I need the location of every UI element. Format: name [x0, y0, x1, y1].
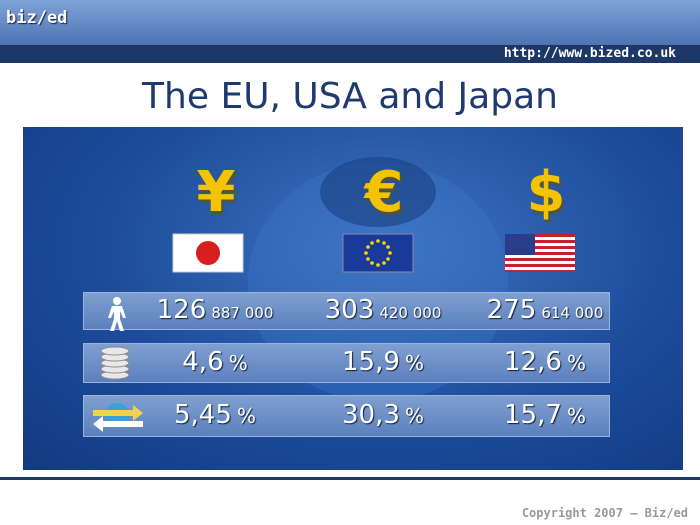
currency-symbol: ¥	[196, 160, 236, 225]
cell-small: %	[228, 351, 248, 375]
coins-icon	[100, 346, 130, 380]
cell: 15,9 %	[303, 346, 463, 381]
cell-small: %	[404, 351, 424, 375]
flag-japan	[172, 233, 244, 273]
cell-main: 126	[156, 295, 207, 325]
panel-graphics	[172, 157, 575, 402]
currency-symbol: $	[526, 160, 566, 225]
cell-small: %	[404, 404, 424, 428]
cell-main: 30,3	[342, 400, 400, 430]
top-bar	[0, 0, 700, 45]
glow	[320, 157, 436, 227]
cell: 126 887 000	[135, 294, 295, 329]
cell-main: 15,9	[342, 347, 400, 377]
cell: 12,6 %	[465, 346, 625, 381]
url: http://www.bized.co.uk	[503, 46, 676, 61]
row-icons	[93, 297, 143, 432]
cell-small: 614 000	[541, 304, 604, 322]
flag-eu	[342, 233, 414, 273]
cell: 15,7 %	[465, 399, 625, 434]
person-icon	[108, 297, 126, 331]
row-band	[83, 395, 610, 437]
cell: 5,45 %	[135, 399, 295, 434]
cell-small: %	[566, 351, 586, 375]
cell-main: 15,7	[504, 400, 562, 430]
copyright: Copyright 2007 – Biz/ed	[521, 506, 688, 520]
cell: 4,6 %	[135, 346, 295, 381]
cell-small: 420 000	[379, 304, 442, 322]
cell: 303 420 000	[303, 294, 463, 329]
cell-main: 4,6	[182, 347, 224, 377]
slide-title: The EU, USA and Japan	[142, 76, 558, 117]
cell-main: 12,6	[504, 347, 562, 377]
row-band	[83, 343, 610, 383]
cell-main: 5,45	[174, 400, 232, 430]
cell-small: %	[566, 404, 586, 428]
bottom-line	[0, 477, 700, 480]
row-band	[83, 292, 610, 330]
cell: 30,3 %	[303, 399, 463, 434]
cell: 275 614 000	[465, 294, 625, 329]
nav-strip	[0, 45, 700, 63]
globe	[248, 162, 508, 402]
cell-small: %	[236, 404, 256, 428]
flag-usa	[505, 234, 575, 272]
cell-small: 887 000	[211, 304, 274, 322]
currency-symbol: €	[364, 160, 404, 225]
cell-main: 303	[324, 295, 375, 325]
cell-main: 275	[486, 295, 537, 325]
logo: biz/ed	[6, 8, 68, 28]
trade-icon	[93, 403, 143, 432]
